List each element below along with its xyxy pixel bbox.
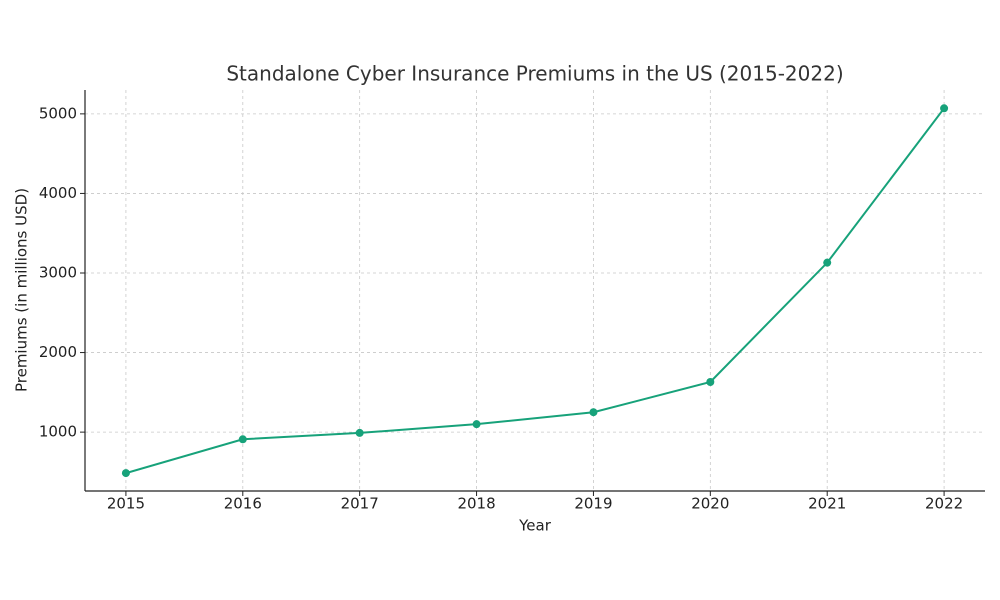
data-point	[121, 469, 130, 478]
data-point	[472, 420, 481, 429]
data-point	[823, 258, 832, 267]
y-tick-label: 2000	[39, 343, 77, 361]
x-tick-label: 2015	[107, 495, 145, 513]
x-tick-label: 2022	[925, 495, 963, 513]
chart-title: Standalone Cyber Insurance Premiums in t…	[226, 62, 843, 86]
data-point	[706, 377, 715, 386]
x-tick-label: 2017	[341, 495, 379, 513]
y-tick-label: 1000	[39, 423, 77, 441]
y-tick-label: 3000	[39, 263, 77, 281]
y-tick-label: 4000	[39, 184, 77, 202]
data-line	[125, 107, 945, 475]
x-tick-label: 2019	[574, 495, 612, 513]
data-point	[355, 428, 364, 437]
x-tick-label: 2021	[808, 495, 846, 513]
y-tick-label: 5000	[39, 104, 77, 122]
x-axis-label: Year	[518, 517, 552, 535]
x-tick-label: 2016	[224, 495, 262, 513]
data-point	[940, 104, 949, 113]
x-tick-label: 2020	[691, 495, 729, 513]
data-point	[238, 435, 247, 444]
y-axis-label: Premiums (in millions USD)	[13, 188, 31, 392]
data-point	[589, 408, 598, 417]
x-tick-label: 2018	[457, 495, 495, 513]
